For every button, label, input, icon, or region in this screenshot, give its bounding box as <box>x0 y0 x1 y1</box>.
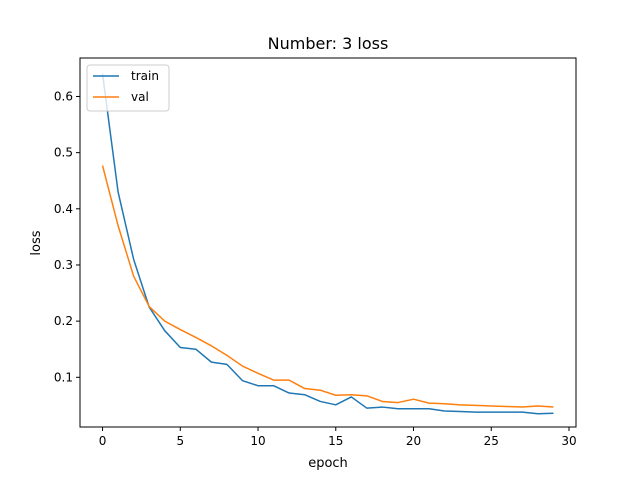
x-tick-label: 25 <box>484 434 499 448</box>
series-line-train <box>101 73 554 415</box>
axes-border <box>79 57 577 428</box>
x-tick-label: 5 <box>176 434 184 448</box>
x-tick-label: 0 <box>99 434 107 448</box>
series-layer <box>101 73 554 415</box>
y-tick-label: 0.2 <box>54 314 73 328</box>
legend: train val <box>86 64 170 112</box>
plot-frame <box>80 58 576 427</box>
x-axis-label: epoch <box>308 456 348 471</box>
x-axis: 0 5 10 15 20 25 30 <box>99 427 577 448</box>
legend-label-val: val <box>131 90 149 104</box>
y-tick-label: 0.1 <box>54 370 73 384</box>
x-tick-label: 20 <box>406 434 421 448</box>
y-axis-label: loss <box>29 230 44 255</box>
x-tick-label: 10 <box>250 434 265 448</box>
y-tick-label: 0.4 <box>54 202 73 216</box>
y-tick-label: 0.5 <box>54 146 73 160</box>
y-axis: 0.1 0.2 0.3 0.4 0.5 0.6 <box>54 89 80 384</box>
y-tick-label: 0.3 <box>54 258 73 272</box>
series-line-val <box>101 165 554 408</box>
x-tick-label: 15 <box>328 434 343 448</box>
axes-spines <box>79 57 577 428</box>
x-tick-label: 30 <box>561 434 576 448</box>
y-tick-label: 0.6 <box>54 89 73 103</box>
chart-title: Number: 3 loss <box>268 34 389 53</box>
plot-area <box>80 58 576 427</box>
legend-label-train: train <box>131 69 159 83</box>
